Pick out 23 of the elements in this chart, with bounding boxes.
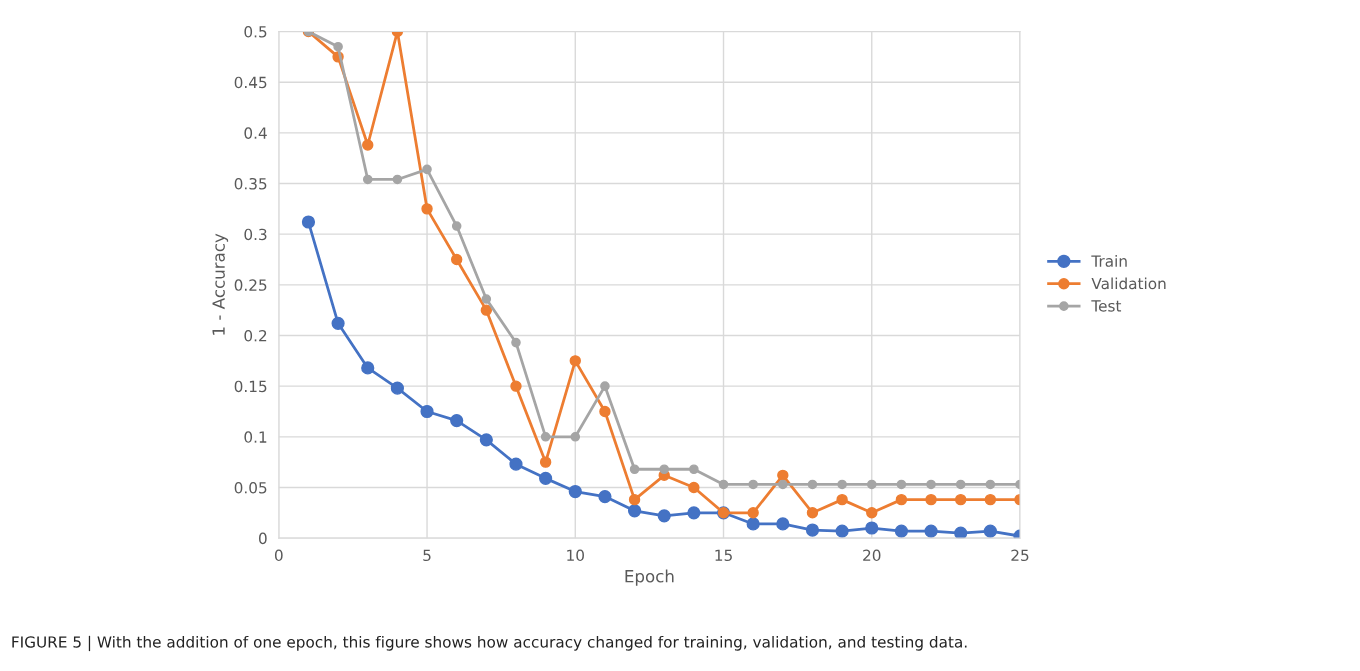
y-tick-label: 0.35 <box>234 177 267 190</box>
y-tick-label: 0.2 <box>244 329 267 342</box>
x-tick-label: 10 <box>567 549 584 562</box>
caption: FIGURE 5 | With the addition of one epoch, this figure shows how accuracy changed for training, validation, and testing data. <box>12 635 967 652</box>
x-tick-label: 20 <box>863 549 881 562</box>
y-tick-label: 0.05 <box>234 481 267 494</box>
y-tick-label: 0.1 <box>244 431 267 443</box>
legend-label: Test <box>1091 300 1122 312</box>
x-tick-label: 0 <box>274 549 283 562</box>
y-axis-title: 1 - Accuracy <box>212 233 229 335</box>
y-tick-label: 0.4 <box>244 127 267 139</box>
y-tick-label: 0.3 <box>244 228 267 241</box>
x-axis-title: Epoch <box>625 569 674 586</box>
x-tick-label: 25 <box>1011 549 1029 562</box>
y-tick-label: 0.45 <box>234 76 267 89</box>
x-tick-label: 15 <box>715 549 732 562</box>
y-tick-label: 0.5 <box>244 26 267 38</box>
y-tick-label: 0.25 <box>234 279 267 291</box>
y-tick-label: 0 <box>258 532 267 545</box>
legend-label: Train <box>1091 255 1127 267</box>
legend-label: Validation <box>1091 277 1166 290</box>
x-tick-label: 5 <box>423 549 431 562</box>
y-tick-label: 0.15 <box>234 380 267 393</box>
